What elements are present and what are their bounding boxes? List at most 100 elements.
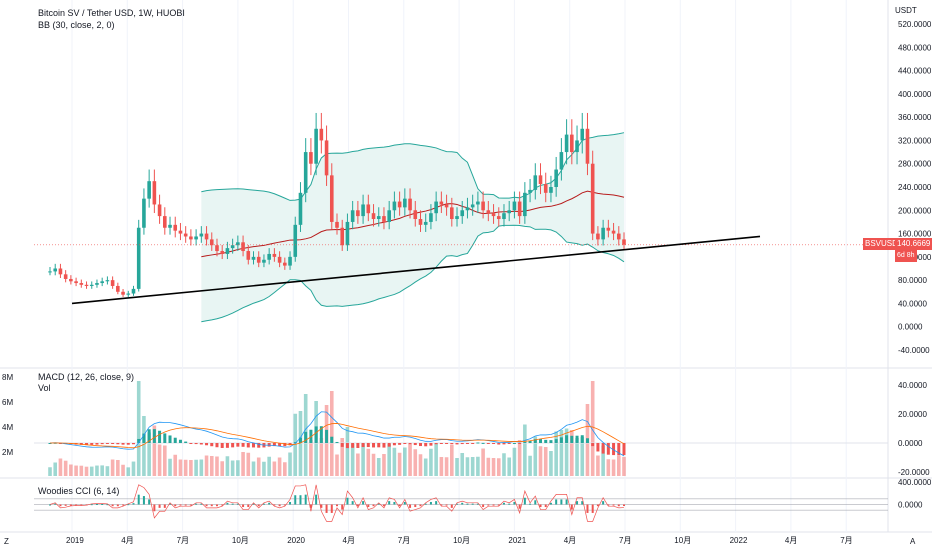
candle-body — [58, 268, 63, 275]
macd-histogram-bar — [142, 433, 146, 443]
cci-histogram-bar — [137, 494, 140, 505]
candle-body — [100, 281, 104, 284]
volume-bar — [105, 466, 110, 476]
candle-body — [168, 224, 172, 228]
candle-body — [496, 216, 501, 220]
volume-bar — [220, 461, 224, 476]
cci-histogram-bar — [163, 504, 166, 508]
macd-tick-label: -20.0000 — [898, 468, 930, 477]
candle-body — [611, 230, 616, 234]
candle-body — [575, 140, 579, 153]
volume-bar — [350, 444, 355, 476]
volume-bar — [283, 462, 287, 476]
cci-histogram-bar — [414, 504, 417, 508]
macd-histogram-bar — [111, 443, 115, 444]
macd-histogram-bar — [450, 443, 454, 445]
volume-bar — [126, 467, 131, 476]
volume-bar — [606, 459, 611, 476]
macd-histogram-bar — [298, 437, 302, 443]
cci-histogram-bar — [377, 503, 380, 505]
macd-histogram-bar — [335, 441, 339, 443]
cci-histogram-bar — [435, 501, 438, 505]
bb-basis — [201, 190, 625, 258]
cci-histogram-bar — [325, 504, 328, 513]
cci-histogram-bar — [179, 504, 182, 506]
candle-body — [256, 256, 261, 263]
auto-scale-button[interactable]: A — [910, 537, 916, 546]
cci-histogram-bar — [268, 502, 271, 505]
volume-bar — [183, 459, 188, 476]
volume-bar — [580, 437, 585, 476]
macd-histogram-bar — [460, 443, 464, 445]
candle-body — [345, 221, 350, 246]
volume-bar — [413, 449, 418, 476]
volume-bar — [173, 454, 178, 476]
cci-histogram-bar — [247, 504, 250, 508]
volume-bar — [319, 438, 324, 476]
cci-histogram-bar — [617, 504, 620, 507]
bb-indicator-label[interactable]: BB (30, close, 2, 0) — [38, 20, 115, 30]
volume-bar — [361, 443, 365, 476]
candle-body — [204, 233, 209, 240]
candle-body — [517, 201, 522, 217]
candle-body — [392, 201, 397, 211]
volume-bar — [335, 454, 339, 476]
candle-body — [549, 187, 553, 193]
cci-histogram-bar — [215, 504, 218, 507]
macd-histogram-bar — [304, 431, 308, 443]
price-tick-label: 40.0000 — [898, 299, 927, 308]
macd-histogram-bar — [612, 443, 616, 456]
timezone-button[interactable]: Z — [4, 537, 9, 546]
cci-histogram-bar — [330, 504, 333, 513]
candle-body — [387, 210, 391, 222]
macd-histogram-bar — [549, 440, 553, 443]
cci-histogram-bar — [189, 504, 192, 506]
volume-bar — [100, 465, 104, 476]
volume-indicator-label[interactable]: Vol — [38, 383, 51, 393]
candle-body — [590, 163, 595, 234]
cci-histogram-bar — [278, 504, 281, 507]
macd-histogram-bar — [205, 443, 209, 446]
cci-histogram-bar — [49, 504, 51, 506]
candle-body — [538, 175, 543, 185]
volume-bar — [215, 456, 219, 476]
time-tick-label: 4月 — [785, 536, 797, 545]
volume-bar — [450, 444, 454, 476]
cci-histogram-bar — [226, 502, 229, 505]
cci-histogram-bar — [252, 503, 255, 505]
volume-bar — [189, 460, 193, 476]
macd-histogram-bar — [199, 443, 203, 445]
chart-title: Bitcoin SV / Tether USD, 1W, HUOBI — [38, 8, 185, 18]
macd-indicator-label[interactable]: MACD (12, 26, close, 9) — [38, 372, 135, 382]
candle-body — [189, 236, 193, 240]
candle-body — [53, 268, 58, 272]
candle-body — [79, 283, 84, 285]
cci-histogram-bar — [482, 504, 485, 508]
volume-bar — [528, 455, 532, 476]
cci-indicator-label[interactable]: Woodies CCI (6, 14) — [38, 486, 120, 496]
macd-histogram-bar — [137, 438, 141, 443]
cci-histogram-bar — [476, 503, 479, 505]
volume-bar — [293, 413, 298, 476]
candle-body — [601, 227, 605, 240]
price-unit-label: USDT — [895, 6, 917, 15]
macd-histogram-bar — [210, 443, 214, 447]
volume-bar — [209, 456, 214, 476]
cci-histogram-bar — [456, 503, 459, 505]
volume-bar — [178, 459, 183, 476]
cci-histogram-bar — [539, 504, 542, 508]
cci-histogram-bar — [101, 503, 104, 505]
price-tick-label: 440.0000 — [898, 67, 932, 76]
macd-histogram-bar — [591, 443, 595, 447]
cci-histogram-bar — [132, 503, 135, 505]
volume-bar — [596, 455, 600, 476]
candle-body — [324, 140, 329, 176]
volume-bar — [89, 466, 94, 476]
cci-histogram-bar — [560, 499, 563, 505]
volume-bar — [204, 455, 209, 476]
volume-bar — [486, 457, 491, 476]
candle-body — [502, 213, 506, 220]
price-tick-label: 200.0000 — [898, 206, 932, 215]
macd-histogram-bar — [90, 443, 94, 445]
